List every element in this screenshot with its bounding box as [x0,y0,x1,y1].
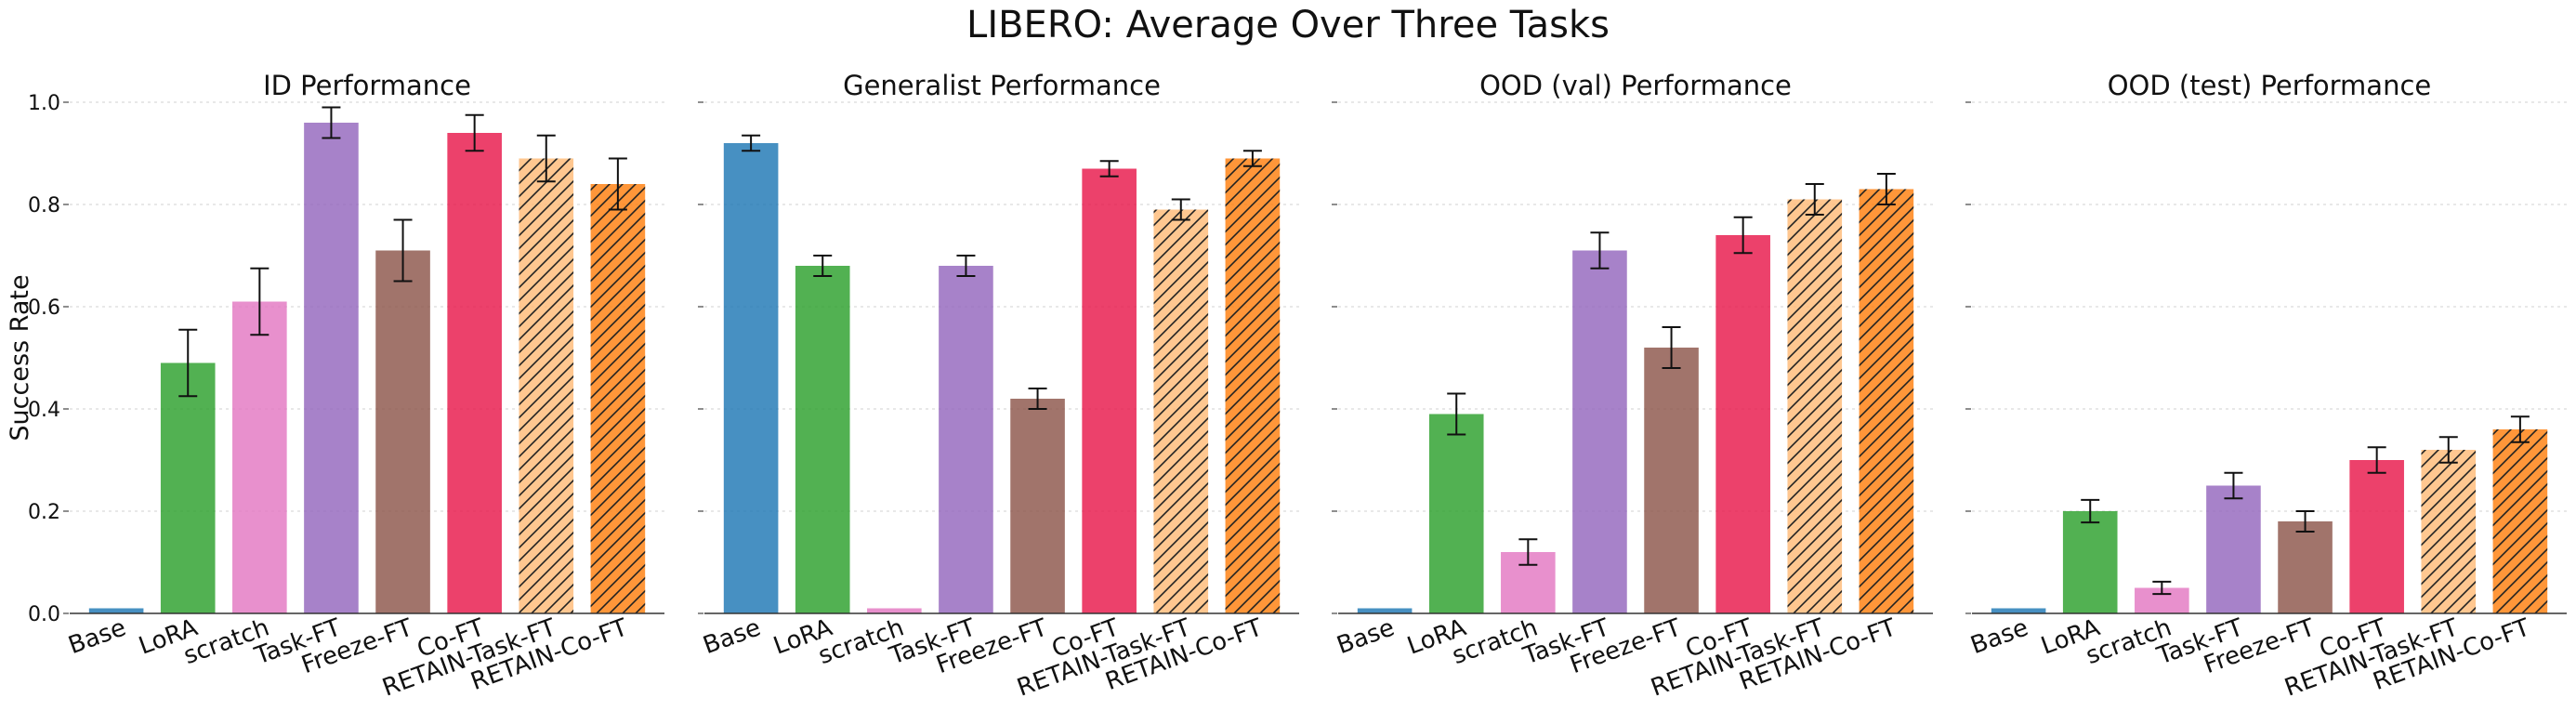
panel-title: OOD (test) Performance [2108,70,2432,101]
bar [1357,608,1413,613]
bar [867,608,922,613]
x-tick-label: Base [1334,613,1399,660]
y-axis-label: Success Rate [6,274,34,441]
y-tick-label: 0.2 [28,501,60,524]
bar [795,266,850,613]
bar [88,608,144,613]
bar [939,266,993,613]
bar [1010,399,1065,613]
bar [375,250,430,613]
bar [2278,521,2333,613]
bar-hatch [1859,189,1914,613]
bar-hatch [2492,429,2548,613]
bar [1991,608,2046,613]
bar [1715,235,1770,613]
bar [447,133,502,613]
y-tick-label: 0.4 [28,399,60,422]
bar [1082,168,1137,613]
bar-hatch [1153,209,1209,613]
bar [232,301,287,613]
bar [160,362,216,613]
y-tick-label: 0.8 [28,194,60,217]
bar-hatch [2421,450,2477,613]
bar [723,143,779,613]
bar-hatch [519,158,574,613]
y-tick-label: 0.6 [28,296,60,320]
panel-title: Generalist Performance [843,70,1161,101]
panel-title: ID Performance [263,70,471,101]
figure-title: LIBERO: Average Over Three Tasks [966,4,1610,46]
bar-hatch [1225,158,1281,613]
bar [1572,250,1627,613]
y-tick-label: 1.0 [28,92,60,115]
bar-hatch [1787,199,1843,613]
x-tick-label: Base [1967,613,2032,660]
bar [2349,460,2404,613]
bar [2062,511,2118,613]
bar [1428,414,1484,613]
bar-hatch [590,184,646,613]
y-tick-label: 0.0 [28,603,60,626]
bar [1644,348,1699,613]
x-tick-label: Base [65,613,130,660]
panel-title: OOD (val) Performance [1479,70,1792,101]
x-tick-label: Base [700,613,765,660]
bar [304,123,359,613]
bar [2206,485,2261,613]
